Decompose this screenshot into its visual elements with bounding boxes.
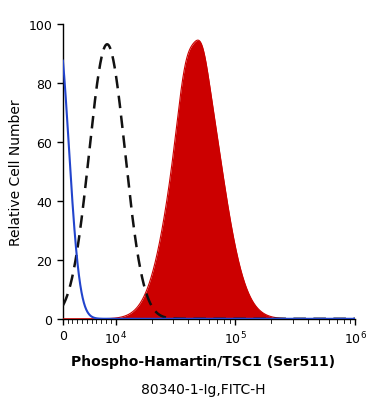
Text: Phospho-Hamartin/TSC1 (Ser511): Phospho-Hamartin/TSC1 (Ser511) [71, 354, 336, 368]
Y-axis label: Relative Cell Number: Relative Cell Number [9, 99, 23, 245]
Text: 80340-1-Ig,FITC-H: 80340-1-Ig,FITC-H [141, 382, 266, 396]
